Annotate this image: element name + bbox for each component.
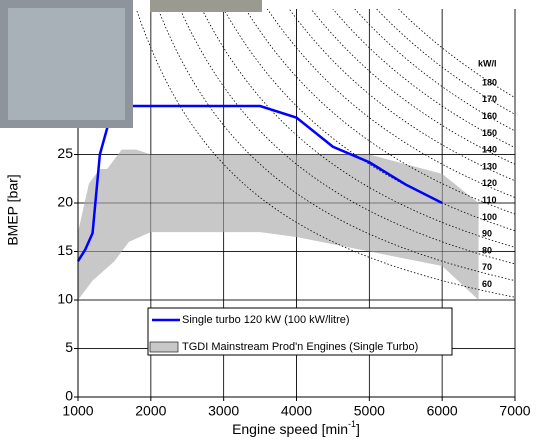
x-tick-label: 3000	[208, 403, 239, 419]
photo	[150, 0, 262, 12]
y-tick-label: 5	[65, 339, 73, 355]
power-density-label: 120	[482, 178, 497, 188]
power-density-title: kW/l	[478, 58, 497, 68]
x-tick-label: 7000	[499, 403, 530, 419]
photo-detail	[8, 8, 125, 120]
y-axis-label: BMEP [bar]	[5, 174, 21, 245]
y-tick-label: 25	[57, 145, 73, 161]
power-density-label: 70	[482, 262, 492, 272]
x-tick-label: 1000	[62, 403, 93, 419]
legend-label: TGDI Mainstream Prod'n Engines (Single T…	[182, 341, 418, 353]
x-axis-label: Engine speed [min-1]	[232, 419, 360, 436]
x-axis-label-end: ]	[356, 421, 360, 437]
power-density-label: 180	[482, 77, 497, 87]
x-tick-label: 4000	[281, 403, 312, 419]
x-axis-label-text: Engine speed [min	[232, 421, 348, 437]
power-density-label: 140	[482, 145, 497, 155]
power-density-label: 110	[482, 195, 497, 205]
x-axis-label-sup: -1	[348, 419, 356, 429]
power-density-label: 100	[482, 212, 497, 222]
y-tick-label: 20	[57, 194, 73, 210]
power-density-label: 130	[482, 161, 497, 171]
x-tick-label: 2000	[135, 403, 166, 419]
power-density-label: 170	[482, 94, 497, 104]
y-tick-label: 15	[57, 242, 73, 258]
power-density-label: 80	[482, 245, 492, 255]
power-density-label: 160	[482, 111, 497, 121]
x-tick-label: 6000	[427, 403, 458, 419]
power-density-label: 150	[482, 128, 497, 138]
power-density-label: 90	[482, 229, 492, 239]
chart: 0 5 10 15 20 25 1000 2000 3000 4000 5000 6000 7000 18…	[0, 0, 542, 440]
y-tick-label: 10	[57, 291, 73, 307]
x-tick-label: 5000	[354, 403, 385, 419]
legend-label: Single turbo 120 kW (100 kW/litre)	[182, 314, 350, 326]
power-density-label: 60	[482, 279, 492, 289]
y-tick-label: 0	[65, 388, 73, 404]
legend-swatch	[150, 342, 178, 352]
